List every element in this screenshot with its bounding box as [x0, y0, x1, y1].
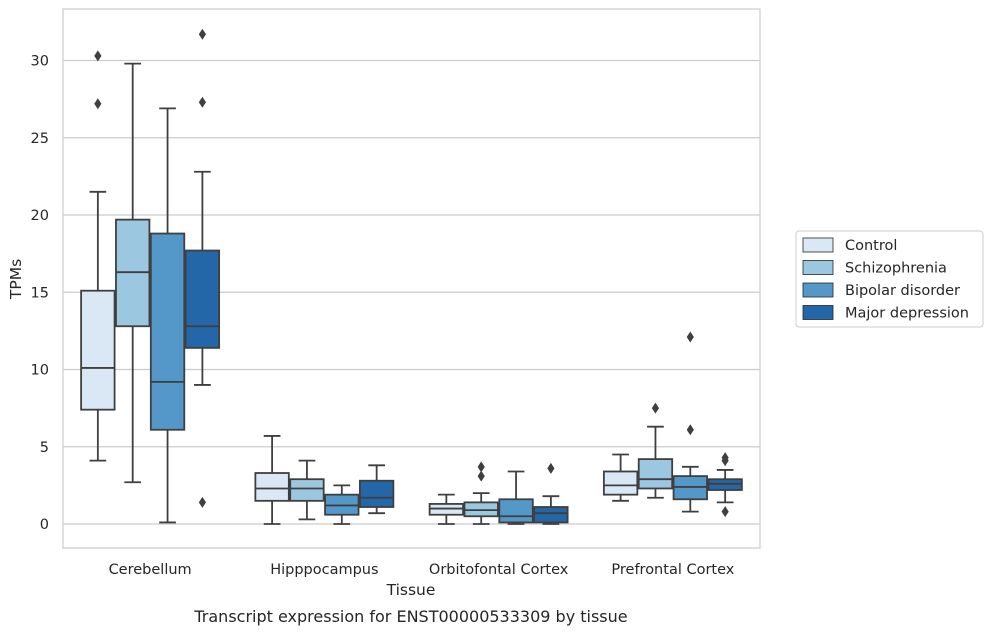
x-tick-label: Prefrontal Cortex — [611, 562, 734, 578]
y-tick-label: 5 — [40, 440, 49, 456]
box-group — [498, 470, 534, 525]
legend-label: Control — [845, 238, 897, 254]
legend: Control Schizophrenia Bipolar disorder Majo… — [795, 230, 984, 328]
outlier-point — [198, 96, 206, 108]
outlier-point — [94, 98, 102, 110]
box-group — [184, 28, 221, 508]
y-tick-label: 15 — [31, 285, 49, 301]
box-group — [428, 493, 464, 525]
box-group — [533, 462, 569, 525]
chart-caption: Transcript expression for ENST0000053330… — [193, 607, 627, 626]
legend-swatch — [802, 282, 834, 298]
box-group — [289, 459, 325, 521]
box-iqr — [80, 289, 116, 411]
outlier-point — [686, 331, 694, 343]
x-tick-label: Orbitofontal Cortex — [429, 562, 569, 578]
box-group — [80, 50, 116, 462]
box-iqr — [602, 470, 639, 496]
box-iqr — [359, 479, 395, 508]
box-group — [359, 464, 395, 515]
legend-items: Control Schizophrenia Bipolar disorder Majo… — [802, 237, 969, 322]
legend-label: Bipolar disorder — [845, 283, 960, 299]
outlier-point — [477, 461, 485, 473]
x-tick-label: Hipppocampus — [270, 562, 378, 578]
legend-label: Schizophrenia — [845, 261, 947, 277]
box-iqr — [637, 458, 674, 490]
outlier-point — [686, 424, 694, 436]
y-tick-label: 10 — [31, 363, 49, 379]
box-iqr — [184, 249, 221, 349]
outlier-point — [547, 462, 555, 474]
box-iqr — [149, 232, 186, 431]
outlier-point — [198, 496, 206, 508]
outlier-point — [198, 28, 206, 40]
y-tick-label: 20 — [31, 208, 49, 224]
legend-swatch — [802, 237, 834, 253]
box-group — [149, 107, 186, 524]
outlier-point — [477, 470, 485, 482]
x-axis-ticks: Cerebellum Hipppocampus Orbitofontal Corte… — [109, 562, 735, 578]
box-iqr — [289, 478, 325, 502]
outlier-point — [651, 402, 660, 414]
box-marks — [80, 28, 743, 525]
y-tick-label: 25 — [31, 131, 49, 147]
y-axis-label: TPMs — [7, 259, 25, 300]
plot-frame — [62, 8, 761, 549]
x-tick-label: Cerebellum — [109, 562, 192, 578]
outlier-point — [94, 50, 102, 62]
x-axis-label: Tissue — [386, 581, 436, 599]
legend-frame — [795, 230, 984, 328]
box-group — [602, 453, 639, 502]
y-axis-ticks: 0 5 10 15 20 25 30 — [31, 54, 49, 534]
box-iqr — [498, 498, 534, 524]
box-iqr — [254, 472, 290, 502]
box-group — [463, 461, 499, 525]
box-group — [707, 452, 743, 518]
y-tick-label: 0 — [40, 517, 49, 533]
outlier-point — [721, 506, 729, 518]
box-group — [637, 402, 674, 499]
legend-label: Major depression — [845, 306, 969, 322]
box-group — [115, 62, 151, 484]
outlier-point — [721, 452, 729, 464]
box-iqr — [533, 506, 569, 524]
legend-swatch — [802, 260, 834, 275]
box-group — [254, 435, 290, 525]
y-tick-label: 30 — [31, 54, 49, 70]
box-group — [324, 484, 360, 525]
legend-swatch — [802, 305, 834, 320]
box-group — [672, 331, 708, 513]
